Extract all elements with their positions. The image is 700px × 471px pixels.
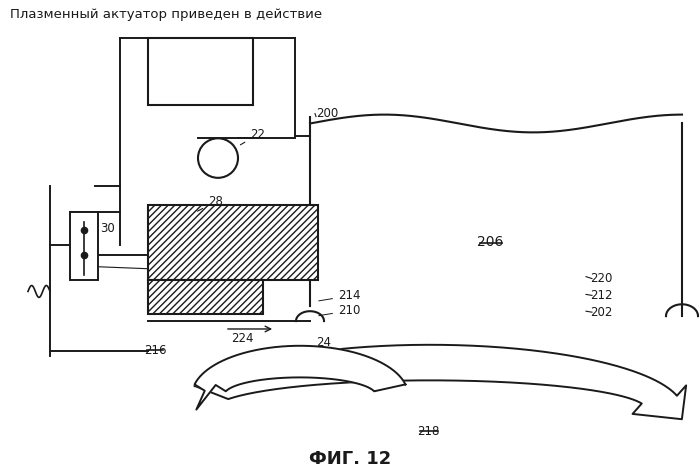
Text: 220: 220	[590, 272, 612, 284]
Text: 214: 214	[318, 289, 360, 302]
Text: 218: 218	[416, 425, 439, 438]
Text: 28: 28	[197, 195, 223, 211]
Bar	[70, 212, 98, 280]
Text: 206: 206	[477, 235, 503, 249]
Text: 20: 20	[192, 83, 208, 96]
Text: 202: 202	[590, 306, 612, 319]
Bar	[148, 38, 253, 105]
Bar	[148, 280, 263, 314]
Text: Плазменный актуатор приведен в действие: Плазменный актуатор приведен в действие	[10, 8, 322, 21]
Text: Управляющее
устройство: Управляющее устройство	[157, 49, 244, 77]
Text: 26: 26	[76, 259, 91, 272]
Text: AC: AC	[209, 150, 227, 162]
Polygon shape	[195, 345, 686, 419]
Text: 30: 30	[100, 222, 115, 236]
Text: 210: 210	[318, 304, 360, 317]
Text: 216: 216	[144, 344, 167, 357]
Text: 22: 22	[240, 128, 265, 145]
Text: 24: 24	[316, 336, 331, 349]
Text: ФИГ. 12: ФИГ. 12	[309, 449, 391, 468]
Text: 200: 200	[316, 107, 338, 120]
Text: 224: 224	[231, 332, 253, 345]
Polygon shape	[195, 346, 405, 410]
Circle shape	[198, 138, 238, 178]
Text: 212: 212	[590, 290, 612, 302]
Bar	[148, 205, 318, 280]
